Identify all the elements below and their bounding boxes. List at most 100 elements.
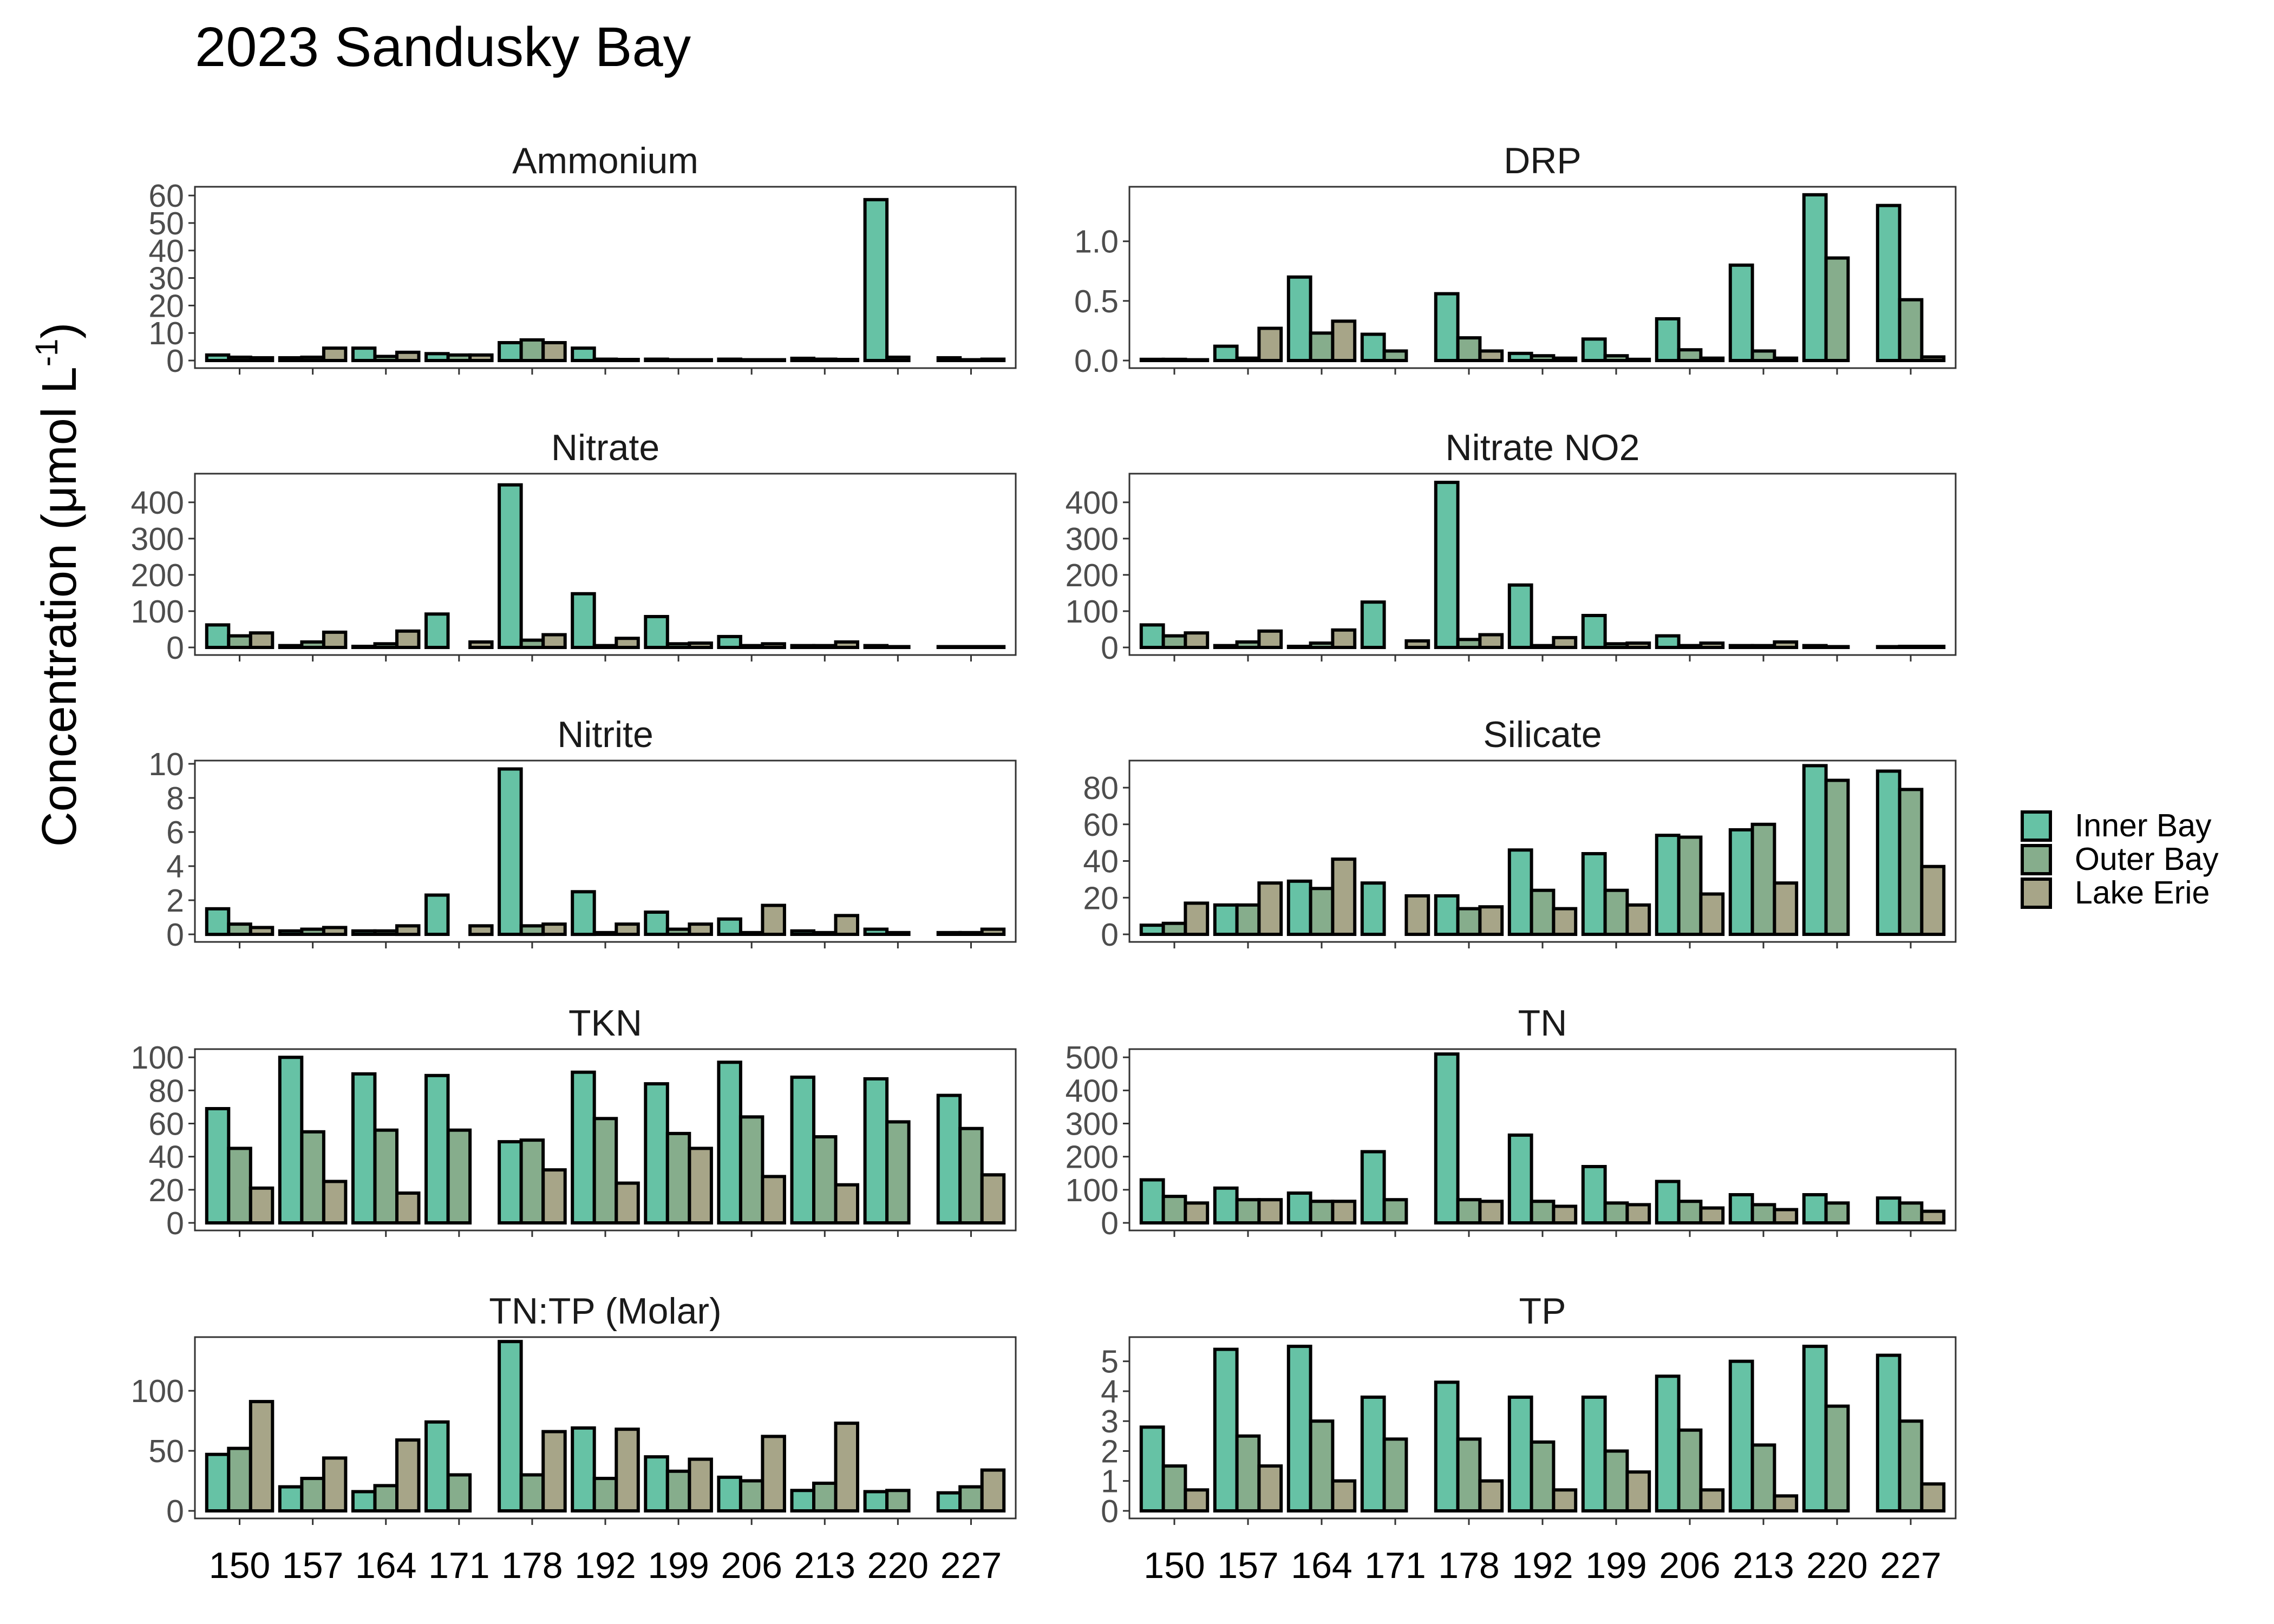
y-tick-label: 80 [1083,770,1119,806]
bar-inner-bay [1728,828,1754,937]
bar-lake-erie [1773,881,1799,936]
bar-lake-erie [980,357,1006,362]
bar-lake-erie [1331,857,1357,936]
bar-outer-bay [1235,903,1261,937]
bar-inner-bay [1434,1380,1460,1512]
bar-inner-bay [863,1077,889,1225]
bar-outer-bay [373,355,398,363]
bar-outer-bay [1235,1434,1261,1513]
bar-outer-bay [958,1127,984,1224]
bar-lake-erie [1478,905,1504,936]
legend-swatch-inner-bay [2021,810,2052,842]
bar-outer-bay [1603,354,1629,363]
bar-outer-bay [1456,638,1482,650]
bar-outer-bay [1677,1200,1703,1224]
bar-outer-bay [812,1135,838,1224]
bar-outer-bay [592,357,618,362]
bar-outer-bay [1456,1198,1482,1224]
y-axis-label-superscript: -1 [29,339,64,367]
bar-lake-erie [322,1180,348,1224]
bar-inner-bay [1434,292,1460,362]
bar-inner-bay [205,1107,231,1224]
y-tick-label: 20 [148,1173,184,1208]
y-tick-label: 300 [1066,1106,1119,1142]
bar-inner-bay [1213,903,1239,937]
x-tick-label: 192 [1512,1545,1573,1586]
bar-inner-bay [351,1072,377,1225]
bar-lake-erie [1404,894,1430,937]
bar-inner-bay [1507,1396,1533,1512]
bar-inner-bay [1360,332,1386,362]
bar-lake-erie [322,926,348,937]
bar-lake-erie [1625,903,1651,937]
panel-title: Nitrate [551,427,659,468]
bar-inner-bay [424,352,450,362]
x-tick-label: 206 [721,1545,782,1586]
bar-outer-bay [739,644,764,649]
bar-inner-bay [790,1075,815,1225]
bar-lake-erie [1625,1470,1651,1512]
bar-lake-erie [249,1400,275,1513]
bar-outer-bay [1898,1201,1924,1225]
bar-lake-erie [1625,1203,1651,1224]
bar-lake-erie [1920,1209,1946,1225]
x-tick-label: 150 [209,1545,270,1586]
bar-lake-erie [1331,628,1357,650]
bar-lake-erie [395,629,421,650]
legend-swatch-lake-erie [2021,878,2052,909]
y-tick-label: 0 [1101,1206,1119,1241]
y-tick-label: 100 [131,1373,184,1409]
bar-outer-bay [1750,1443,1776,1512]
legend-label-outer-bay: Outer Bay [2075,841,2219,877]
bar-outer-bay [1750,822,1776,937]
bar-outer-bay [1898,298,1924,363]
bar-lake-erie [688,1147,713,1224]
bar-outer-bay [665,927,691,936]
bar-inner-bay [1213,644,1239,649]
x-tick-label: 227 [1880,1545,1941,1586]
bar-inner-bay [1728,1359,1754,1512]
y-tick-label: 6 [166,815,184,850]
bar-inner-bay [1581,852,1607,936]
bar-outer-bay [1603,1201,1629,1225]
bar-lake-erie [249,926,275,937]
x-tick-label: 199 [648,1545,709,1586]
y-tick-label: 400 [1066,1073,1119,1109]
y-tick-label: 2 [166,883,184,919]
bar-lake-erie [468,640,494,650]
y-tick-label: 0 [1101,630,1119,666]
y-tick-label: 40 [148,233,184,269]
bar-inner-bay [1507,351,1533,362]
bar-inner-bay [1434,894,1460,937]
bar-lake-erie [322,630,348,650]
y-tick-label: 0.0 [1074,343,1119,379]
bar-outer-bay [300,1130,325,1225]
bar-inner-bay [1655,634,1681,649]
bar-outer-bay [1750,1203,1776,1224]
x-tick-label: 157 [1217,1545,1278,1586]
bar-outer-bay [1603,888,1629,936]
bar-lake-erie [1257,1464,1283,1513]
y-tick-label: 1.0 [1074,224,1119,260]
bar-outer-bay [300,1477,325,1513]
bar-lake-erie [1184,358,1210,362]
x-tick-label: 213 [794,1545,855,1586]
legend-swatch-outer-bay [2021,844,2052,875]
bar-lake-erie [1699,1206,1725,1224]
bar-inner-bay [1139,1178,1165,1224]
bar-outer-bay [958,931,984,937]
bar-lake-erie [1478,1200,1504,1224]
bar-outer-bay [665,1131,691,1224]
bar-inner-bay [863,1490,889,1512]
bar-outer-bay [1309,1419,1335,1512]
y-axis-label-close: ) [32,323,87,339]
bar-outer-bay [1235,1198,1261,1224]
bar-outer-bay [1309,641,1335,649]
bar-inner-bay [571,1070,596,1224]
y-tick-label: 5 [1101,1344,1119,1380]
bar-inner-bay [205,353,231,362]
bar-lake-erie [834,1183,859,1224]
panel-title: TP [1519,1291,1566,1332]
